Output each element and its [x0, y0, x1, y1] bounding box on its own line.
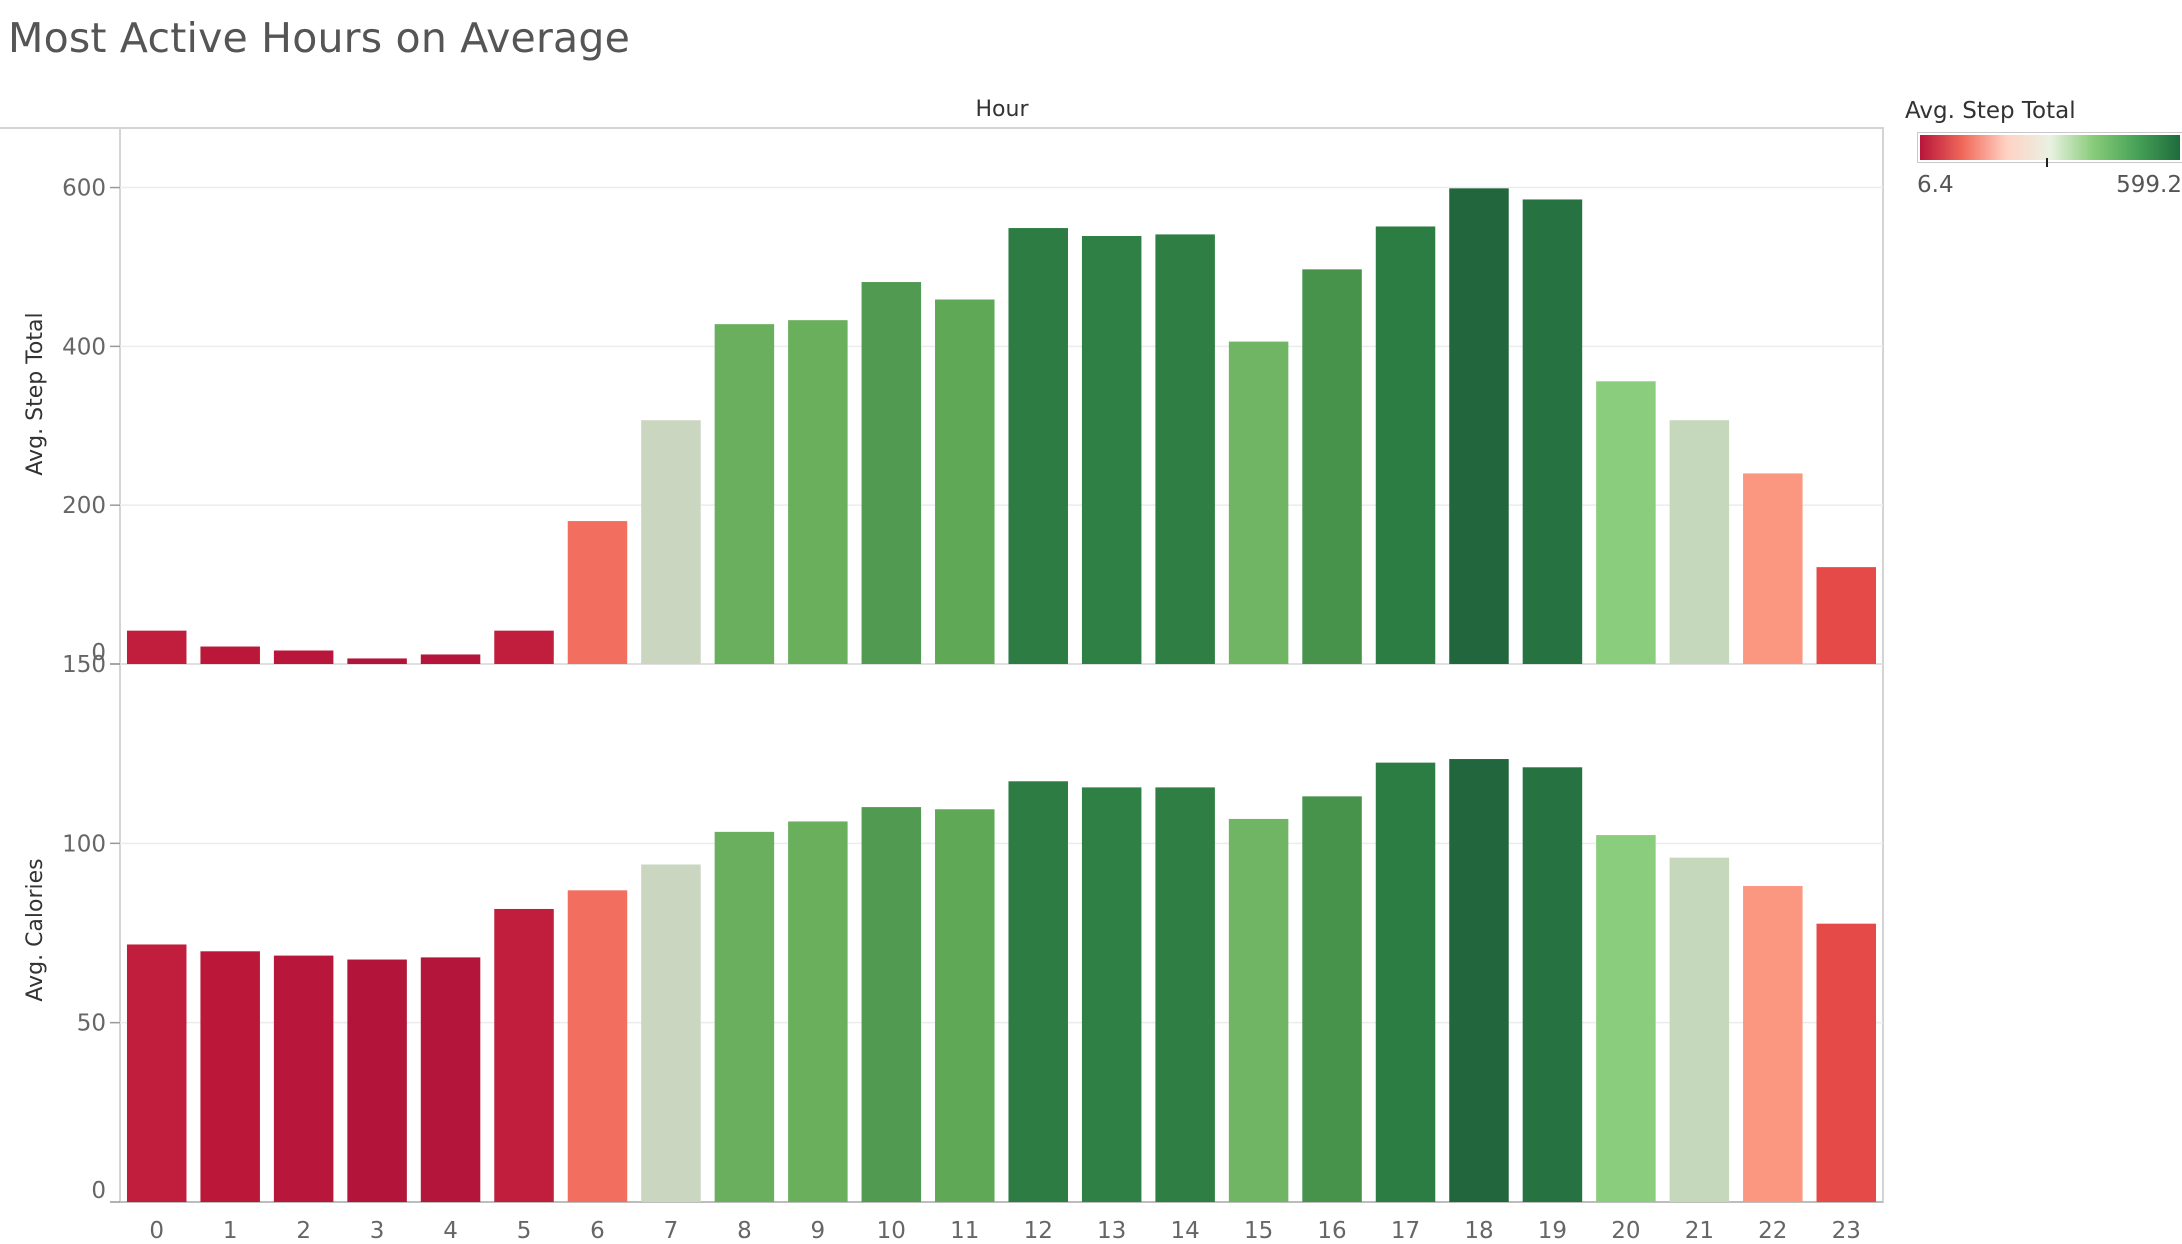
x-tick-label: 9: [811, 1218, 826, 1244]
x-tick-label: 4: [443, 1218, 458, 1244]
x-tick-label: 3: [370, 1218, 385, 1244]
x-tick-label: 1: [223, 1218, 238, 1244]
y-tick-label: 0: [91, 640, 106, 666]
bar: [200, 951, 260, 1202]
gridlines: [120, 186, 1883, 1024]
bar: [1375, 762, 1436, 1202]
x-tick-label: 18: [1464, 1218, 1493, 1244]
y-tick-label: 400: [62, 334, 106, 360]
legend-color-ramp: [1917, 132, 2182, 163]
x-tick-label: 20: [1611, 1218, 1640, 1244]
bars: [126, 188, 1877, 1202]
bar: [1228, 818, 1289, 1202]
bar: [641, 864, 701, 1202]
legend-min-label: 6.4: [1917, 172, 1954, 198]
bar: [1008, 781, 1068, 1202]
y-tick-label: 50: [77, 1011, 106, 1037]
x-tick-label: 6: [590, 1218, 605, 1244]
bar: [1669, 420, 1730, 664]
bar: [420, 654, 481, 664]
bar: [1008, 228, 1068, 664]
bar: [494, 908, 554, 1202]
bar: [347, 658, 407, 664]
bar: [1449, 188, 1509, 665]
bar: [714, 831, 775, 1202]
bar: [1522, 199, 1583, 664]
x-tick-label: 12: [1024, 1218, 1053, 1244]
x-axis-ticks: 0 1 2 3 4 5 6 7 8 9 10 11 12 13 14 15 16 17 18 19 20 21 22 23: [149, 1218, 1861, 1244]
bar: [935, 809, 995, 1202]
x-tick-label: 14: [1171, 1218, 1200, 1244]
bar: [273, 650, 334, 664]
y-tick-label: 100: [62, 831, 106, 857]
y-tick-label: 200: [62, 493, 106, 519]
legend-gradient: [1920, 135, 2180, 160]
bar: [1449, 759, 1509, 1202]
bar: [1228, 341, 1289, 664]
bar: [126, 630, 187, 664]
bar: [420, 957, 481, 1202]
x-tick-label: 0: [149, 1218, 164, 1244]
x-tick-label: 16: [1317, 1218, 1346, 1244]
x-tick-label: 15: [1244, 1218, 1273, 1244]
column-header: Hour: [976, 97, 1030, 122]
y-tick-label: 150: [62, 652, 106, 678]
bar: [861, 807, 922, 1202]
bar: [935, 299, 995, 664]
bar: [494, 630, 554, 664]
color-legend: Avg. Step Total 6.4 599.2: [1905, 98, 2182, 208]
bar: [1155, 234, 1215, 664]
bar: [1743, 473, 1803, 664]
bar: [1302, 796, 1362, 1202]
bar: [347, 959, 407, 1202]
bar: [1816, 567, 1877, 664]
bar: [1155, 787, 1215, 1202]
x-tick-label: 22: [1758, 1218, 1787, 1244]
bar: [1522, 767, 1583, 1202]
y-tick-label: 0: [91, 1178, 106, 1204]
bar: [200, 646, 260, 664]
bar: [273, 955, 334, 1202]
bar: [1596, 381, 1656, 664]
y-axis-title-steps: Avg. Step Total: [23, 312, 48, 475]
x-tick-label: 8: [737, 1218, 752, 1244]
bar: [1375, 226, 1436, 664]
x-tick-label: 13: [1097, 1218, 1126, 1244]
x-tick-label: 21: [1685, 1218, 1714, 1244]
x-tick-label: 10: [877, 1218, 906, 1244]
bar: [861, 282, 922, 664]
chart-title: Most Active Hours on Average: [8, 14, 631, 62]
bar: [714, 324, 775, 664]
x-tick-label: 5: [517, 1218, 532, 1244]
bar: [788, 320, 848, 664]
bar: [1596, 835, 1656, 1202]
bar: [567, 521, 628, 664]
bar: [1081, 787, 1142, 1202]
bar: [1081, 235, 1142, 664]
bar: [1743, 886, 1803, 1202]
x-tick-label: 7: [664, 1218, 679, 1244]
bar: [1302, 269, 1362, 664]
x-tick-label: 19: [1538, 1218, 1567, 1244]
bar: [641, 420, 701, 664]
legend-max-label: 599.2: [2116, 172, 2182, 198]
legend-center-marker: [2046, 158, 2048, 167]
bar: [1816, 923, 1877, 1202]
y-axis-ticks: 0 200 400 600 0 50 100 150: [62, 176, 120, 1204]
x-tick-label: 23: [1832, 1218, 1861, 1244]
y-tick-label: 600: [62, 176, 106, 202]
x-tick-label: 11: [950, 1218, 979, 1244]
bar: [788, 821, 848, 1202]
y-axis-title-calories: Avg. Calories: [23, 858, 48, 1001]
bar: [567, 890, 628, 1202]
x-tick-label: 17: [1391, 1218, 1420, 1244]
bar: [1669, 857, 1730, 1202]
legend-title: Avg. Step Total: [1905, 98, 2076, 124]
x-tick-label: 2: [296, 1218, 311, 1244]
bar: [126, 944, 187, 1202]
